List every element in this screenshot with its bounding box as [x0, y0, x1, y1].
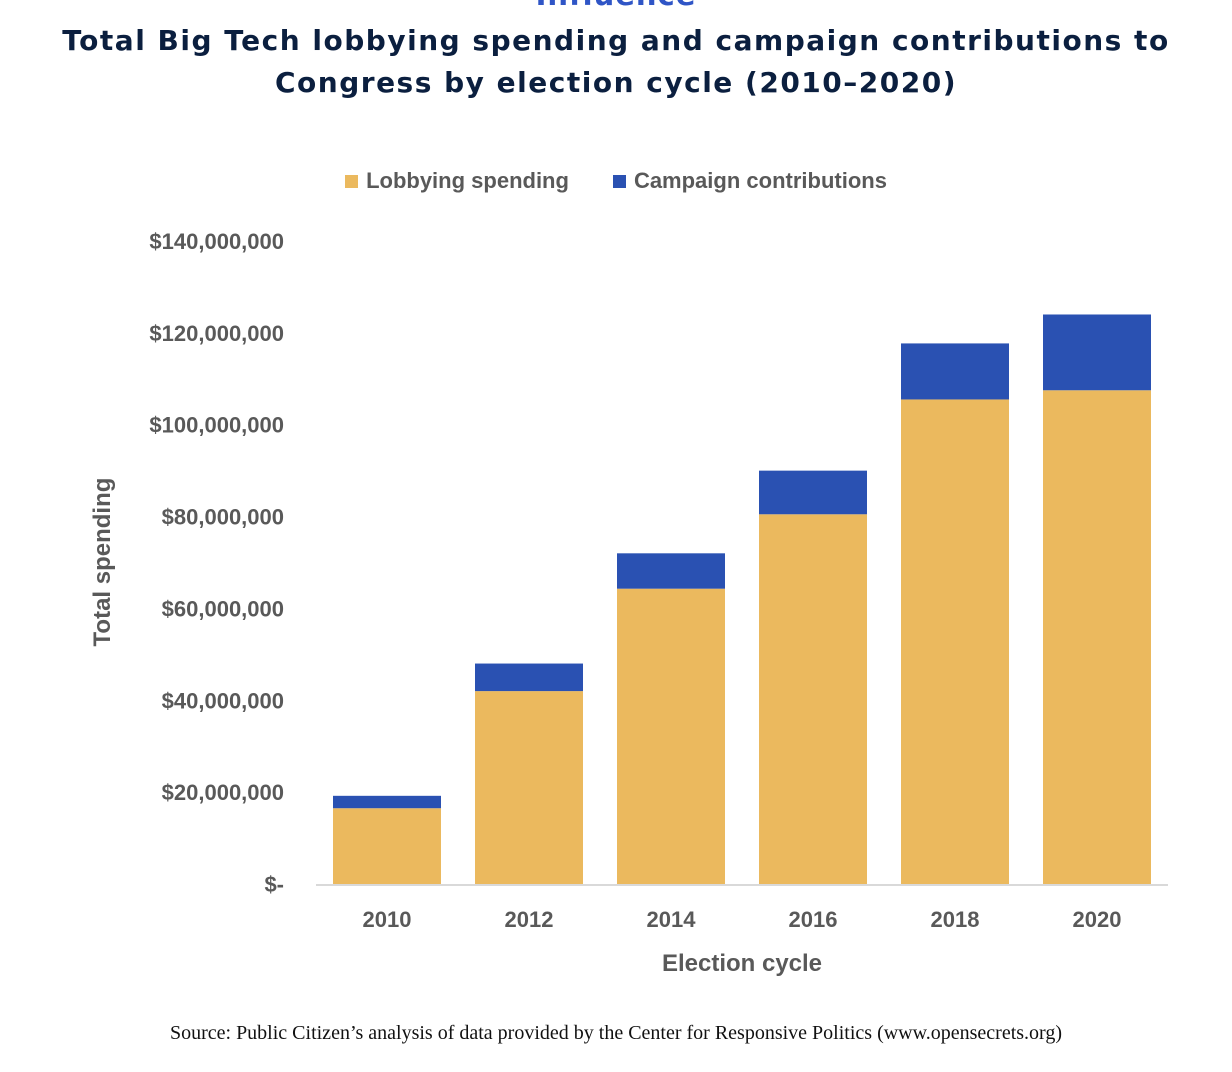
- bar-segment-campaign: [901, 343, 1009, 400]
- legend-swatch-lobbying: [345, 174, 359, 188]
- bar-segment-lobbying: [759, 514, 867, 884]
- bar-segment-lobbying: [901, 399, 1009, 884]
- bar-segment-campaign: [475, 663, 583, 692]
- bar-segment-lobbying: [1043, 390, 1151, 884]
- legend-item-lobbying: Lobbying spending: [345, 168, 569, 194]
- bar-segment-lobbying: [475, 691, 583, 884]
- legend-item-campaign: Campaign contributions: [612, 168, 887, 194]
- y-tick-label: $60,000,000: [162, 596, 284, 621]
- x-tick-label: 2018: [931, 907, 980, 932]
- chart-title: Total Big Tech lobbying spending and cam…: [0, 20, 1232, 104]
- y-tick-label: $140,000,000: [149, 229, 284, 254]
- bar-segment-campaign: [333, 795, 441, 809]
- y-tick-label: $20,000,000: [162, 780, 284, 805]
- x-tick-label: 2014: [647, 907, 697, 932]
- x-tick-label: 2010: [363, 907, 412, 932]
- bar-segment-campaign: [617, 553, 725, 589]
- bar-segment-lobbying: [617, 588, 725, 884]
- y-tick-label: $100,000,000: [149, 413, 284, 438]
- y-tick-label: $40,000,000: [162, 688, 284, 713]
- cut-off-heading: Influence: [0, 0, 1232, 12]
- legend-label-lobbying: Lobbying spending: [366, 168, 569, 193]
- chart-title-line-1: Total Big Tech lobbying spending and cam…: [62, 24, 1170, 57]
- source-note: Source: Public Citizen’s analysis of dat…: [169, 1022, 1063, 1044]
- y-tick-label: $-: [264, 872, 284, 897]
- bar-segment-lobbying: [333, 808, 441, 884]
- legend-swatch-campaign: [612, 174, 626, 188]
- x-tick-label: 2012: [505, 907, 554, 932]
- x-tick-label: 2020: [1073, 907, 1122, 932]
- y-tick-label: $80,000,000: [162, 505, 284, 530]
- bar-segment-campaign: [1043, 314, 1151, 391]
- y-axis-title: Total spending: [89, 478, 116, 647]
- bar-segment-campaign: [759, 470, 867, 515]
- x-tick-label: 2016: [789, 907, 838, 932]
- chart-title-line-2: Congress by election cycle (2010–2020): [275, 66, 957, 99]
- y-tick-label: $120,000,000: [149, 321, 284, 346]
- legend-label-campaign: Campaign contributions: [633, 168, 887, 193]
- chart-legend: Lobbying spending Campaign contributions: [0, 168, 1232, 194]
- x-axis-title: Election cycle: [662, 950, 822, 977]
